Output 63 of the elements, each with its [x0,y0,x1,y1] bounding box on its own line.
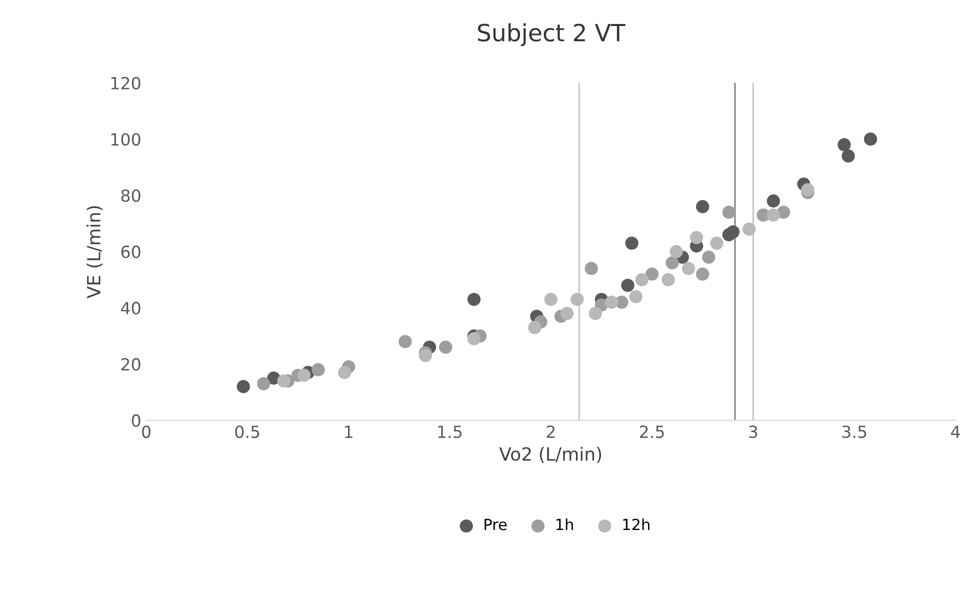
y-tick-label: 20 [121,358,140,371]
y-tick-label: 80 [121,189,140,202]
point [467,292,481,306]
x-tick-label: 4 [951,426,960,438]
point [236,380,250,394]
point [338,366,352,380]
point [584,262,598,276]
chart-title: Subject 2 VT [478,23,626,46]
point [766,208,780,222]
point [439,340,452,354]
y-tick-label: 0 [132,414,140,427]
point [696,268,710,281]
point [690,230,704,244]
point [838,138,851,152]
point [682,262,696,276]
point [544,292,558,306]
point [312,363,325,376]
x-tick-label: 0.5 [235,425,260,438]
point [710,236,724,250]
point [702,250,716,264]
point [801,183,814,196]
point [560,306,574,320]
point [645,268,659,281]
x-tick-label: 3 [749,425,758,438]
point [604,296,618,309]
legend-label: 1h [556,518,573,530]
legend-label: 12h [623,518,650,530]
point [257,377,270,390]
point [621,278,634,292]
point [670,245,683,258]
y-tick-label: 120 [111,76,140,90]
point [277,374,290,388]
y-tick-label: 40 [120,302,140,314]
point [842,149,855,163]
point [398,334,412,348]
x-tick-label: 0 [142,425,150,438]
x-tick-label: 2.5 [640,425,664,438]
point [528,320,542,334]
y-tick-label: 100 [111,133,140,146]
point [742,222,756,236]
point [635,273,649,286]
point [588,306,602,320]
point [696,200,710,214]
point [297,368,311,382]
point [722,206,736,219]
point [864,132,878,146]
x-axis-title: Vo2 (L/min) [499,446,602,463]
legend-label: Pre [484,518,507,530]
point [662,273,675,286]
y-axis-title: VE (L/min) [86,206,103,298]
x-tick-label: 3.5 [842,425,866,438]
point [570,292,584,306]
point [726,225,740,239]
x-tick-label: 1 [345,426,352,438]
point [625,236,638,250]
y-tick-label: 60 [121,246,140,258]
point [766,194,780,208]
x-tick-label: 1.5 [438,426,462,438]
point [467,332,481,346]
x-tick-label: 2 [546,425,555,438]
point [629,290,642,304]
point [666,256,679,270]
point [418,349,432,362]
